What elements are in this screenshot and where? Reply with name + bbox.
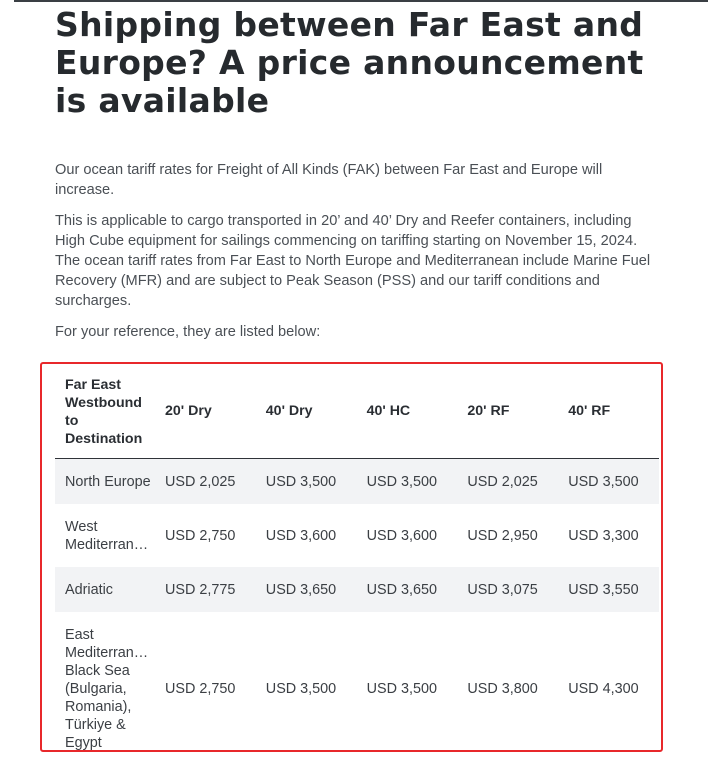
tariff-table-highlight: Far East Westbound to Destination 20' Dr… — [40, 362, 663, 752]
destination-cell: Adriatic — [55, 567, 155, 612]
rate-cell-20-dry: USD 2,025 — [155, 458, 256, 504]
rate-cell-40-rf: USD 3,300 — [568, 527, 639, 544]
rate-cell-20-rf: USD 2,950 — [467, 527, 538, 544]
rate-cell-20-rf: USD 3,800 — [467, 681, 538, 697]
rate-cell-40-dry: USD 3,500 — [265, 681, 337, 697]
article-intro: Our ocean tariff rates for Freight of Al… — [55, 160, 660, 342]
top-divider-line — [0, 0, 708, 2]
rate-cell-40-hc: USD 3,500 — [356, 458, 458, 504]
rate-cell-40-hc: USD 3,600 — [366, 527, 437, 544]
rate-cell-20-rf: USD 2,025 — [457, 458, 559, 504]
top-divider-gap — [0, 0, 14, 2]
table-header-row: Far East Westbound to Destination 20' Dr… — [55, 364, 659, 459]
rate-cell-20-dry: USD 2,750 — [165, 527, 236, 544]
rate-cell-40-rf: USD 4,300 — [568, 681, 639, 697]
tariff-table: Far East Westbound to Destination 20' Dr… — [55, 364, 659, 766]
rate-cell-20-rf: USD 3,075 — [457, 567, 559, 612]
destination-cell: West Mediterranean — [55, 504, 155, 567]
article-body: Shipping between Far East and Europe? A … — [55, 6, 660, 353]
column-header-20-dry: 20' Dry — [155, 364, 256, 459]
rate-cell-40-hc: USD 3,650 — [356, 567, 458, 612]
rate-cell-40-rf: USD 3,550 — [558, 567, 659, 612]
column-header-20-rf: 20' RF — [457, 364, 559, 459]
column-header-40-hc: 40' HC — [356, 364, 458, 459]
column-header-destination: Far East Westbound to Destination — [55, 364, 155, 459]
destination-line: Black Sea (Bulgaria, Romania), Türkiye &… — [65, 663, 132, 751]
table-row: West Mediterranean USD 2,750 USD 3,600 U… — [55, 504, 659, 567]
rate-cell-40-dry: USD 3,500 — [255, 458, 357, 504]
rate-cell-40-rf: USD 3,500 — [558, 458, 659, 504]
table-row: North Europe USD 2,025 USD 3,500 USD 3,5… — [55, 458, 659, 504]
article-headline: Shipping between Far East and Europe? A … — [55, 5, 644, 120]
table-row: Adriatic USD 2,775 USD 3,650 USD 3,650 U… — [55, 567, 659, 612]
intro-paragraph-1: Our ocean tariff rates for Freight of Al… — [55, 162, 603, 198]
rate-cell-40-hc: USD 3,500 — [366, 681, 437, 697]
rate-cell-20-dry: USD 2,775 — [155, 567, 256, 612]
intro-paragraph-2: This is applicable to cargo transported … — [55, 213, 651, 309]
rate-cell-40-dry: USD 3,650 — [255, 567, 357, 612]
table-row: East Mediterranean Black Sea (Bulgaria, … — [55, 612, 659, 766]
destination-cell: East Mediterranean Black Sea (Bulgaria, … — [55, 612, 155, 766]
destination-truncated-line: Mediterranean — [65, 536, 151, 553]
destination-truncated-line: Mediterranean — [65, 645, 151, 661]
destination-line: West — [65, 518, 98, 535]
intro-paragraph-3: For your reference, they are listed belo… — [55, 324, 321, 340]
destination-line: East — [65, 627, 94, 643]
rate-cell-40-dry: USD 3,600 — [265, 527, 337, 544]
column-header-40-dry: 40' Dry — [255, 364, 357, 459]
column-header-40-rf: 40' RF — [558, 364, 659, 459]
rate-cell-20-dry: USD 2,750 — [165, 681, 236, 697]
destination-cell: North Europe — [55, 458, 155, 504]
